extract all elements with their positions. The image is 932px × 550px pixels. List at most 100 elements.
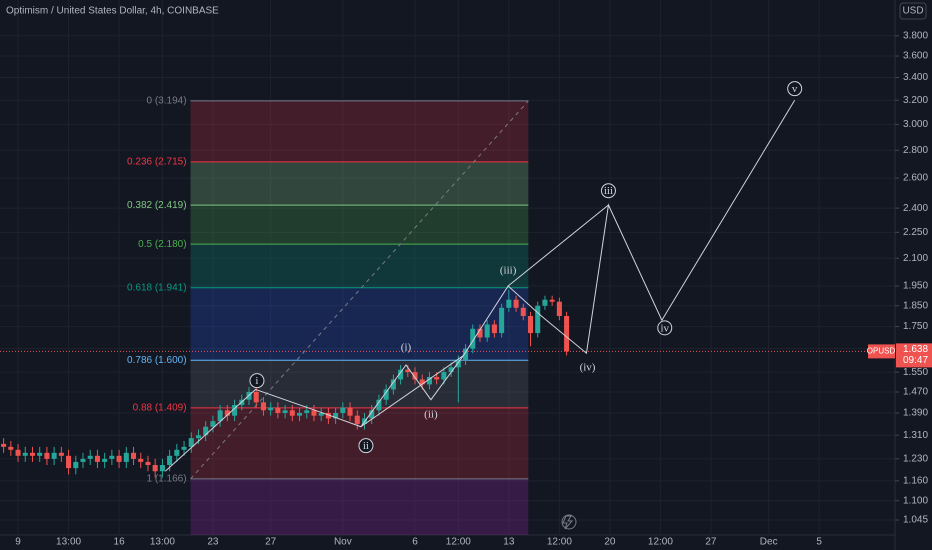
wave-label: iii	[604, 185, 613, 197]
candle-body	[347, 407, 353, 416]
y-tick-label: 2.100	[903, 253, 928, 264]
lightning-icon[interactable]	[562, 515, 574, 530]
x-tick-label: 16	[114, 537, 126, 548]
wave-circle	[249, 373, 265, 389]
candle-body	[412, 372, 418, 380]
candle-body	[116, 455, 122, 462]
fib-label: 0.382 (2.419)	[127, 200, 187, 211]
candle-body	[383, 389, 389, 400]
x-tick-label: 27	[705, 537, 717, 548]
wave-line	[360, 355, 464, 428]
candle-body	[506, 299, 512, 308]
candle-body	[441, 372, 447, 380]
wave-circle	[358, 438, 374, 454]
fib-label: 0.5 (2.180)	[138, 239, 186, 250]
x-tick-label: 20	[604, 537, 616, 548]
candle-body	[260, 402, 266, 411]
candle-body	[499, 307, 505, 334]
candle-body	[564, 316, 570, 352]
y-tick-label: 2.400	[903, 203, 928, 214]
candle-body	[102, 458, 108, 462]
candle-body	[535, 305, 541, 334]
y-tick-label: 1.310	[903, 430, 928, 441]
fib-zone	[190, 287, 529, 361]
symbol-tag	[868, 344, 895, 359]
fib-zone	[190, 100, 529, 162]
candle-body	[376, 399, 382, 411]
y-tick-label: 3.800	[903, 30, 928, 41]
y-tick-label: 3.600	[903, 51, 928, 62]
candle-body	[159, 464, 165, 472]
wave-label: v	[792, 83, 798, 95]
candle-body	[491, 324, 497, 334]
x-tick-label: 13:00	[150, 537, 175, 548]
fib-zone	[190, 161, 529, 206]
candle-body	[354, 415, 360, 424]
candle-body	[131, 452, 137, 459]
fib-label: 0.236 (2.715)	[127, 156, 187, 167]
candle-body	[405, 369, 411, 373]
fib-zone	[190, 478, 529, 535]
y-tick-label: 1.550	[903, 367, 928, 378]
candle-body	[289, 410, 295, 416]
candle-body	[203, 426, 209, 436]
y-tick-label: 1.045	[903, 515, 928, 526]
fib-label: 0 (3.194)	[147, 96, 187, 107]
candle-body	[311, 410, 317, 416]
candle-body	[167, 455, 173, 465]
y-tick-label: 1.950	[903, 281, 928, 292]
y-tick-label: 1.850	[903, 300, 928, 311]
candle-body	[390, 379, 396, 390]
y-tick-label: 1.470	[903, 387, 928, 398]
candle-body	[87, 455, 93, 459]
candle-body	[80, 458, 86, 462]
candle-body	[15, 449, 21, 456]
candle-body	[426, 376, 432, 385]
fib-label: 1 (1.166)	[147, 474, 187, 485]
candle-body	[325, 412, 331, 419]
x-tick-label: 27	[265, 537, 277, 548]
candle-body	[318, 412, 324, 416]
candle-body	[58, 452, 64, 456]
chart-title: Optimism / United States Dollar, 4h, COI…	[6, 6, 219, 17]
price-tag-label: 1.638	[903, 344, 928, 355]
candle-body	[181, 446, 187, 450]
countdown: 09:47	[903, 355, 928, 366]
candle-body	[549, 299, 555, 302]
candle-body	[73, 461, 79, 469]
candle-body	[455, 360, 461, 368]
candle-body	[152, 464, 158, 472]
candle-body	[94, 455, 100, 462]
candle-body	[109, 455, 115, 459]
candle-body	[253, 391, 259, 403]
candle-body	[8, 446, 14, 450]
x-tick-label: Nov	[334, 537, 352, 548]
fib-label: 0.618 (1.941)	[127, 282, 187, 293]
currency[interactable]: USD	[902, 6, 923, 17]
wave-label: (iv)	[580, 362, 596, 374]
candle-body	[66, 455, 72, 469]
candle-body	[1, 443, 7, 447]
x-tick-label: 23	[207, 537, 219, 548]
currency-box[interactable]	[899, 2, 927, 20]
candle-body	[470, 328, 476, 349]
candle-body	[22, 452, 28, 456]
candle-body	[210, 421, 216, 427]
x-tick-label: 6	[412, 537, 418, 548]
y-tick-label: 2.600	[903, 173, 928, 184]
y-tick-label: 1.160	[903, 475, 928, 486]
candle-body	[398, 369, 404, 380]
fib-zone	[190, 244, 529, 288]
lightning-circle[interactable]	[561, 514, 577, 530]
x-tick-label: 13	[503, 537, 515, 548]
candle-body	[520, 307, 526, 317]
wave-label: (iii)	[500, 264, 517, 276]
candle-body	[369, 410, 375, 419]
wave-line	[507, 204, 609, 287]
candle-body	[217, 410, 223, 422]
wave-label: ii	[363, 440, 369, 452]
y-tick-label: 1.750	[903, 321, 928, 332]
candle-body	[448, 367, 454, 373]
candle-body	[224, 410, 230, 416]
